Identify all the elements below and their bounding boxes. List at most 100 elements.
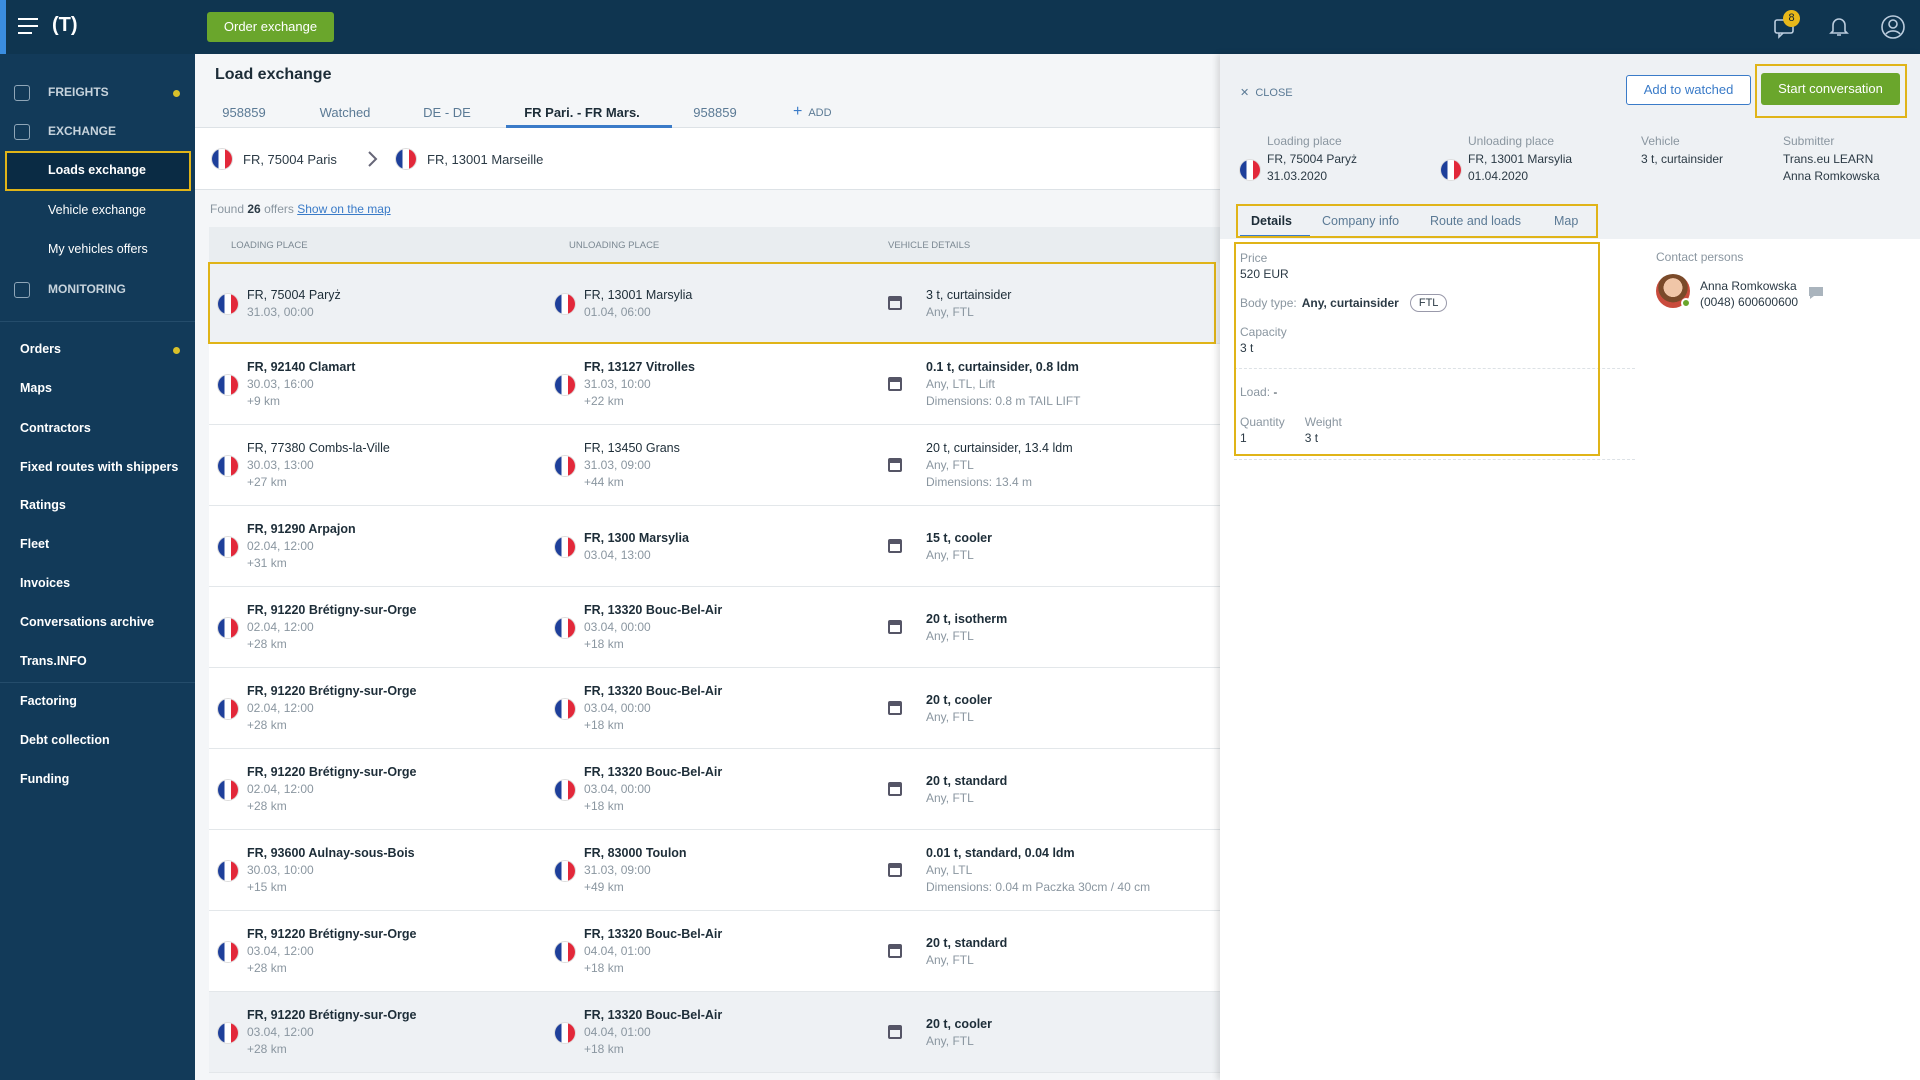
- filter-bar: FR, 75004 Paris FR, 13001 Marseille: [195, 128, 1220, 190]
- offer-row[interactable]: FR, 91220 Brétigny-sur-Orge 03.04, 12:00 +…: [209, 911, 1220, 992]
- cell-line: 30.03, 16:00: [247, 377, 314, 391]
- nav-item[interactable]: FREIGHTS: [48, 85, 109, 99]
- cell-line: FR, 13320 Bouc-Bel-Air: [584, 765, 723, 779]
- nav-item[interactable]: Funding: [20, 772, 70, 786]
- cell-line: Any, FTL: [926, 628, 974, 643]
- nav-item[interactable]: Orders: [20, 342, 61, 356]
- cell: FR, 13450 Grans 31.03, 09:00 +44 km: [584, 425, 680, 506]
- cell-line: 03.04, 00:00: [584, 701, 651, 715]
- nav-item[interactable]: Fixed routes with shippers: [20, 460, 179, 474]
- close-button[interactable]: ✕ CLOSE: [1240, 87, 1293, 99]
- panel-tab[interactable]: Details: [1251, 214, 1292, 228]
- highlight: [1234, 242, 1600, 456]
- dot: [173, 347, 180, 354]
- section-icon: [14, 282, 30, 298]
- cell-line: +9 km: [247, 394, 281, 408]
- nav-item[interactable]: Debt collection: [20, 733, 110, 747]
- cell-line: FR, 93600 Aulnay-sous-Bois: [247, 846, 415, 860]
- found-line: Found 26 offers Show on the map: [210, 202, 391, 216]
- nav-item[interactable]: EXCHANGE: [48, 124, 117, 138]
- cell-line: +15 km: [247, 880, 287, 894]
- nav-item[interactable]: Maps: [20, 381, 52, 395]
- cell-line: Any, LTL: [926, 863, 973, 877]
- separator: [0, 682, 195, 683]
- cell-line: FR, 91220 Brétigny-sur-Orge: [247, 927, 417, 941]
- active-item: [5, 151, 191, 191]
- flag: [212, 149, 232, 169]
- cell-line: 04.04, 01:00: [584, 944, 651, 958]
- offer-row[interactable]: FR, 93600 Aulnay-sous-Bois 30.03, 10:00 +1…: [209, 830, 1220, 911]
- offer-row[interactable]: FR, 92140 Clamart 30.03, 16:00 +9 km FR, 13…: [209, 344, 1220, 425]
- online-dot: [1681, 298, 1691, 308]
- nav-item[interactable]: Trans.INFO: [20, 654, 87, 668]
- panel-tabs: Details Company info Route and loads Map: [1238, 206, 1598, 238]
- separator: [0, 321, 195, 322]
- tab[interactable]: 958859: [222, 105, 266, 120]
- filter-to[interactable]: FR, 13001 Marseille: [427, 152, 544, 167]
- flag: [555, 617, 575, 638]
- flag: [218, 1022, 238, 1043]
- map-link[interactable]: Show on the map: [297, 202, 391, 216]
- nav-item[interactable]: Invoices: [20, 576, 71, 590]
- cell: FR, 91220 Brétigny-sur-Orge 03.04, 12:00 +…: [247, 992, 417, 1073]
- tab[interactable]: DE - DE: [423, 105, 471, 120]
- topbar: (T) Order exchange 8: [0, 0, 1920, 54]
- cell: 20 t, cooler Any, FTL: [926, 992, 992, 1073]
- flag: [555, 536, 575, 557]
- cell: 0.01 t, standard, 0.04 ldm Any, LTL Dimens…: [926, 830, 1150, 911]
- order-exchange-button[interactable]: Order exchange: [207, 12, 334, 42]
- chat-icon[interactable]: [1808, 286, 1824, 300]
- nav-item[interactable]: Factoring: [20, 694, 77, 708]
- summary-label: Submitter: [1783, 134, 1835, 148]
- nav-item[interactable]: Vehicle exchange: [48, 203, 146, 217]
- cell-line: +27 km: [247, 475, 287, 489]
- flag: [1441, 160, 1461, 180]
- nav-item[interactable]: Contractors: [20, 421, 91, 435]
- arrow: [368, 151, 378, 167]
- offer-row[interactable]: FR, 91220 Brétigny-sur-Orge 02.04, 12:00 +…: [209, 587, 1220, 668]
- offer-row[interactable]: FR, 91220 Brétigny-sur-Orge 03.04, 12:00 +…: [209, 992, 1220, 1073]
- tab[interactable]: FR Pari. - FR Mars.: [524, 105, 640, 120]
- panel-tab[interactable]: Company info: [1322, 214, 1400, 228]
- menu-icon[interactable]: [18, 17, 40, 35]
- start-conversation-button[interactable]: Start conversation: [1761, 73, 1900, 105]
- flag: [555, 374, 575, 395]
- load-label: Load:: [1240, 385, 1271, 399]
- bell-icon[interactable]: [1829, 16, 1849, 38]
- panel-tab[interactable]: Map: [1554, 214, 1579, 228]
- offer-row[interactable]: FR, 91220 Brétigny-sur-Orge 02.04, 12:00 +…: [209, 749, 1220, 830]
- filter-from[interactable]: FR, 75004 Paris: [243, 152, 337, 167]
- nav-item[interactable]: MONITORING: [48, 282, 126, 296]
- user-icon[interactable]: [1880, 14, 1906, 40]
- body-label: Body type:: [1240, 296, 1297, 310]
- cell-line: 15 t, cooler: [926, 530, 992, 545]
- tab[interactable]: Watched: [319, 105, 371, 120]
- nav-item[interactable]: Conversations archive: [20, 615, 155, 629]
- offer-row[interactable]: FR, 77380 Combs-la-Ville 30.03, 13:00 +27 …: [209, 425, 1220, 506]
- add-tab[interactable]: + ADD: [793, 103, 832, 121]
- nav-item[interactable]: Ratings: [20, 498, 66, 512]
- found-suffix: offers: [264, 202, 294, 216]
- cell-line: 20 t, curtainsider, 13.4 ldm: [926, 441, 1073, 455]
- nav-item[interactable]: Fleet: [20, 537, 50, 551]
- badge: 8: [1783, 10, 1800, 27]
- separator: [1234, 368, 1635, 369]
- cell-line: 31.03, 00:00: [247, 304, 314, 319]
- contact: Anna Romkowska (0048) 600600600: [1700, 278, 1798, 310]
- nav-item[interactable]: Loads exchange: [48, 163, 146, 177]
- flag: [218, 860, 238, 881]
- cell: FR, 13127 Vitrolles 31.03, 10:00 +22 km: [584, 344, 695, 425]
- tab[interactable]: 958859: [693, 105, 737, 120]
- vehicle-icon: [888, 1024, 902, 1039]
- panel-tab[interactable]: Route and loads: [1430, 214, 1522, 228]
- summary-value: 01.04.2020: [1468, 169, 1529, 183]
- load: -: [1273, 385, 1278, 399]
- offer-row[interactable]: FR, 91220 Brétigny-sur-Orge 02.04, 12:00 +…: [209, 668, 1220, 749]
- cell-line: 03.04, 00:00: [584, 782, 651, 796]
- cell-line: FR, 13320 Bouc-Bel-Air: [584, 1008, 723, 1022]
- add-to-watched-button[interactable]: Add to watched: [1626, 75, 1751, 105]
- cell-line: Dimensions: 0.04 m Paczka 30cm / 40 cm: [926, 880, 1151, 894]
- offer-row[interactable]: FR, 91290 Arpajon 02.04, 12:00 +31 km FR, 1…: [209, 506, 1220, 587]
- nav-item[interactable]: My vehicles offers: [48, 242, 148, 256]
